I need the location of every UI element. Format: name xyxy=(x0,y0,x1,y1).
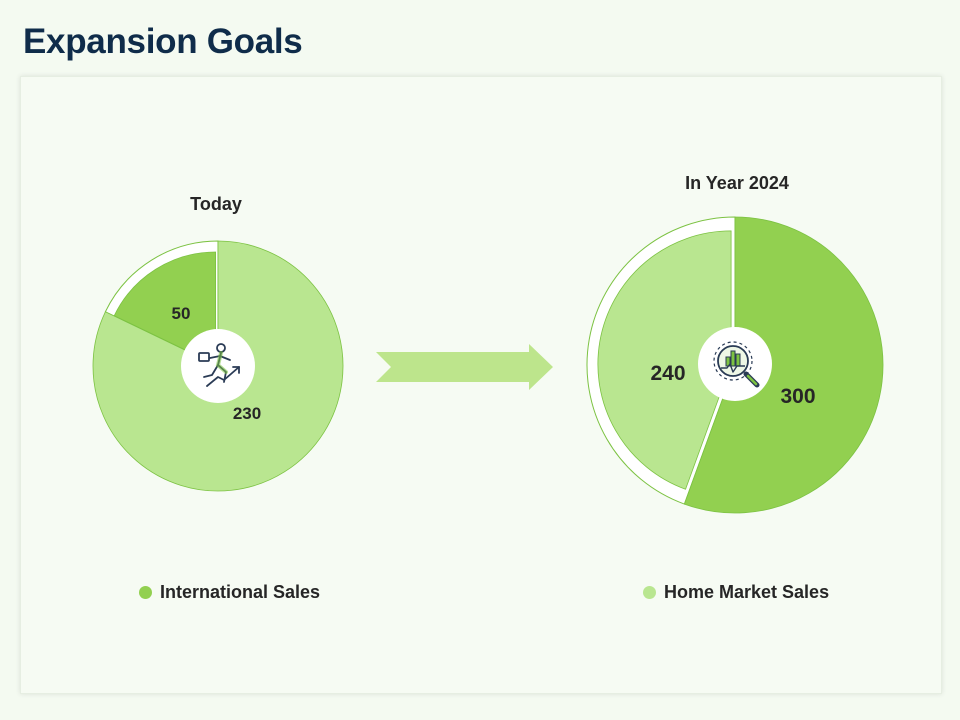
chart-title-2024: In Year 2024 xyxy=(685,173,789,193)
progress-arrow xyxy=(376,344,553,390)
legend-label-home: Home Market Sales xyxy=(664,582,830,602)
page-title: Expansion Goals xyxy=(23,22,303,61)
pie-slice-international-sales xyxy=(683,216,884,514)
business-growth-icon xyxy=(181,329,255,403)
legend-swatch-international xyxy=(139,586,152,599)
data-label: 230 xyxy=(233,404,261,423)
legend-swatch-home xyxy=(643,586,656,599)
legend-item-international-sales: International Sales xyxy=(139,582,320,603)
chart-title-today: Today xyxy=(190,194,242,214)
pie-chart-2024: 240 300 xyxy=(586,216,884,514)
pie-slice-home-market-sales xyxy=(92,240,344,492)
data-label: 240 xyxy=(650,362,685,385)
analytics-search-icon xyxy=(698,327,772,401)
data-label: 50 xyxy=(172,304,191,323)
pie-slice-home-market-sales xyxy=(597,230,732,490)
data-label: 300 xyxy=(780,385,815,408)
legend-item-home-market-sales: Home Market Sales xyxy=(643,582,829,603)
legend-label-international: International Sales xyxy=(160,582,321,602)
pie-chart-today: 50 230 xyxy=(92,240,344,492)
pie-slice-international-sales xyxy=(113,251,216,366)
